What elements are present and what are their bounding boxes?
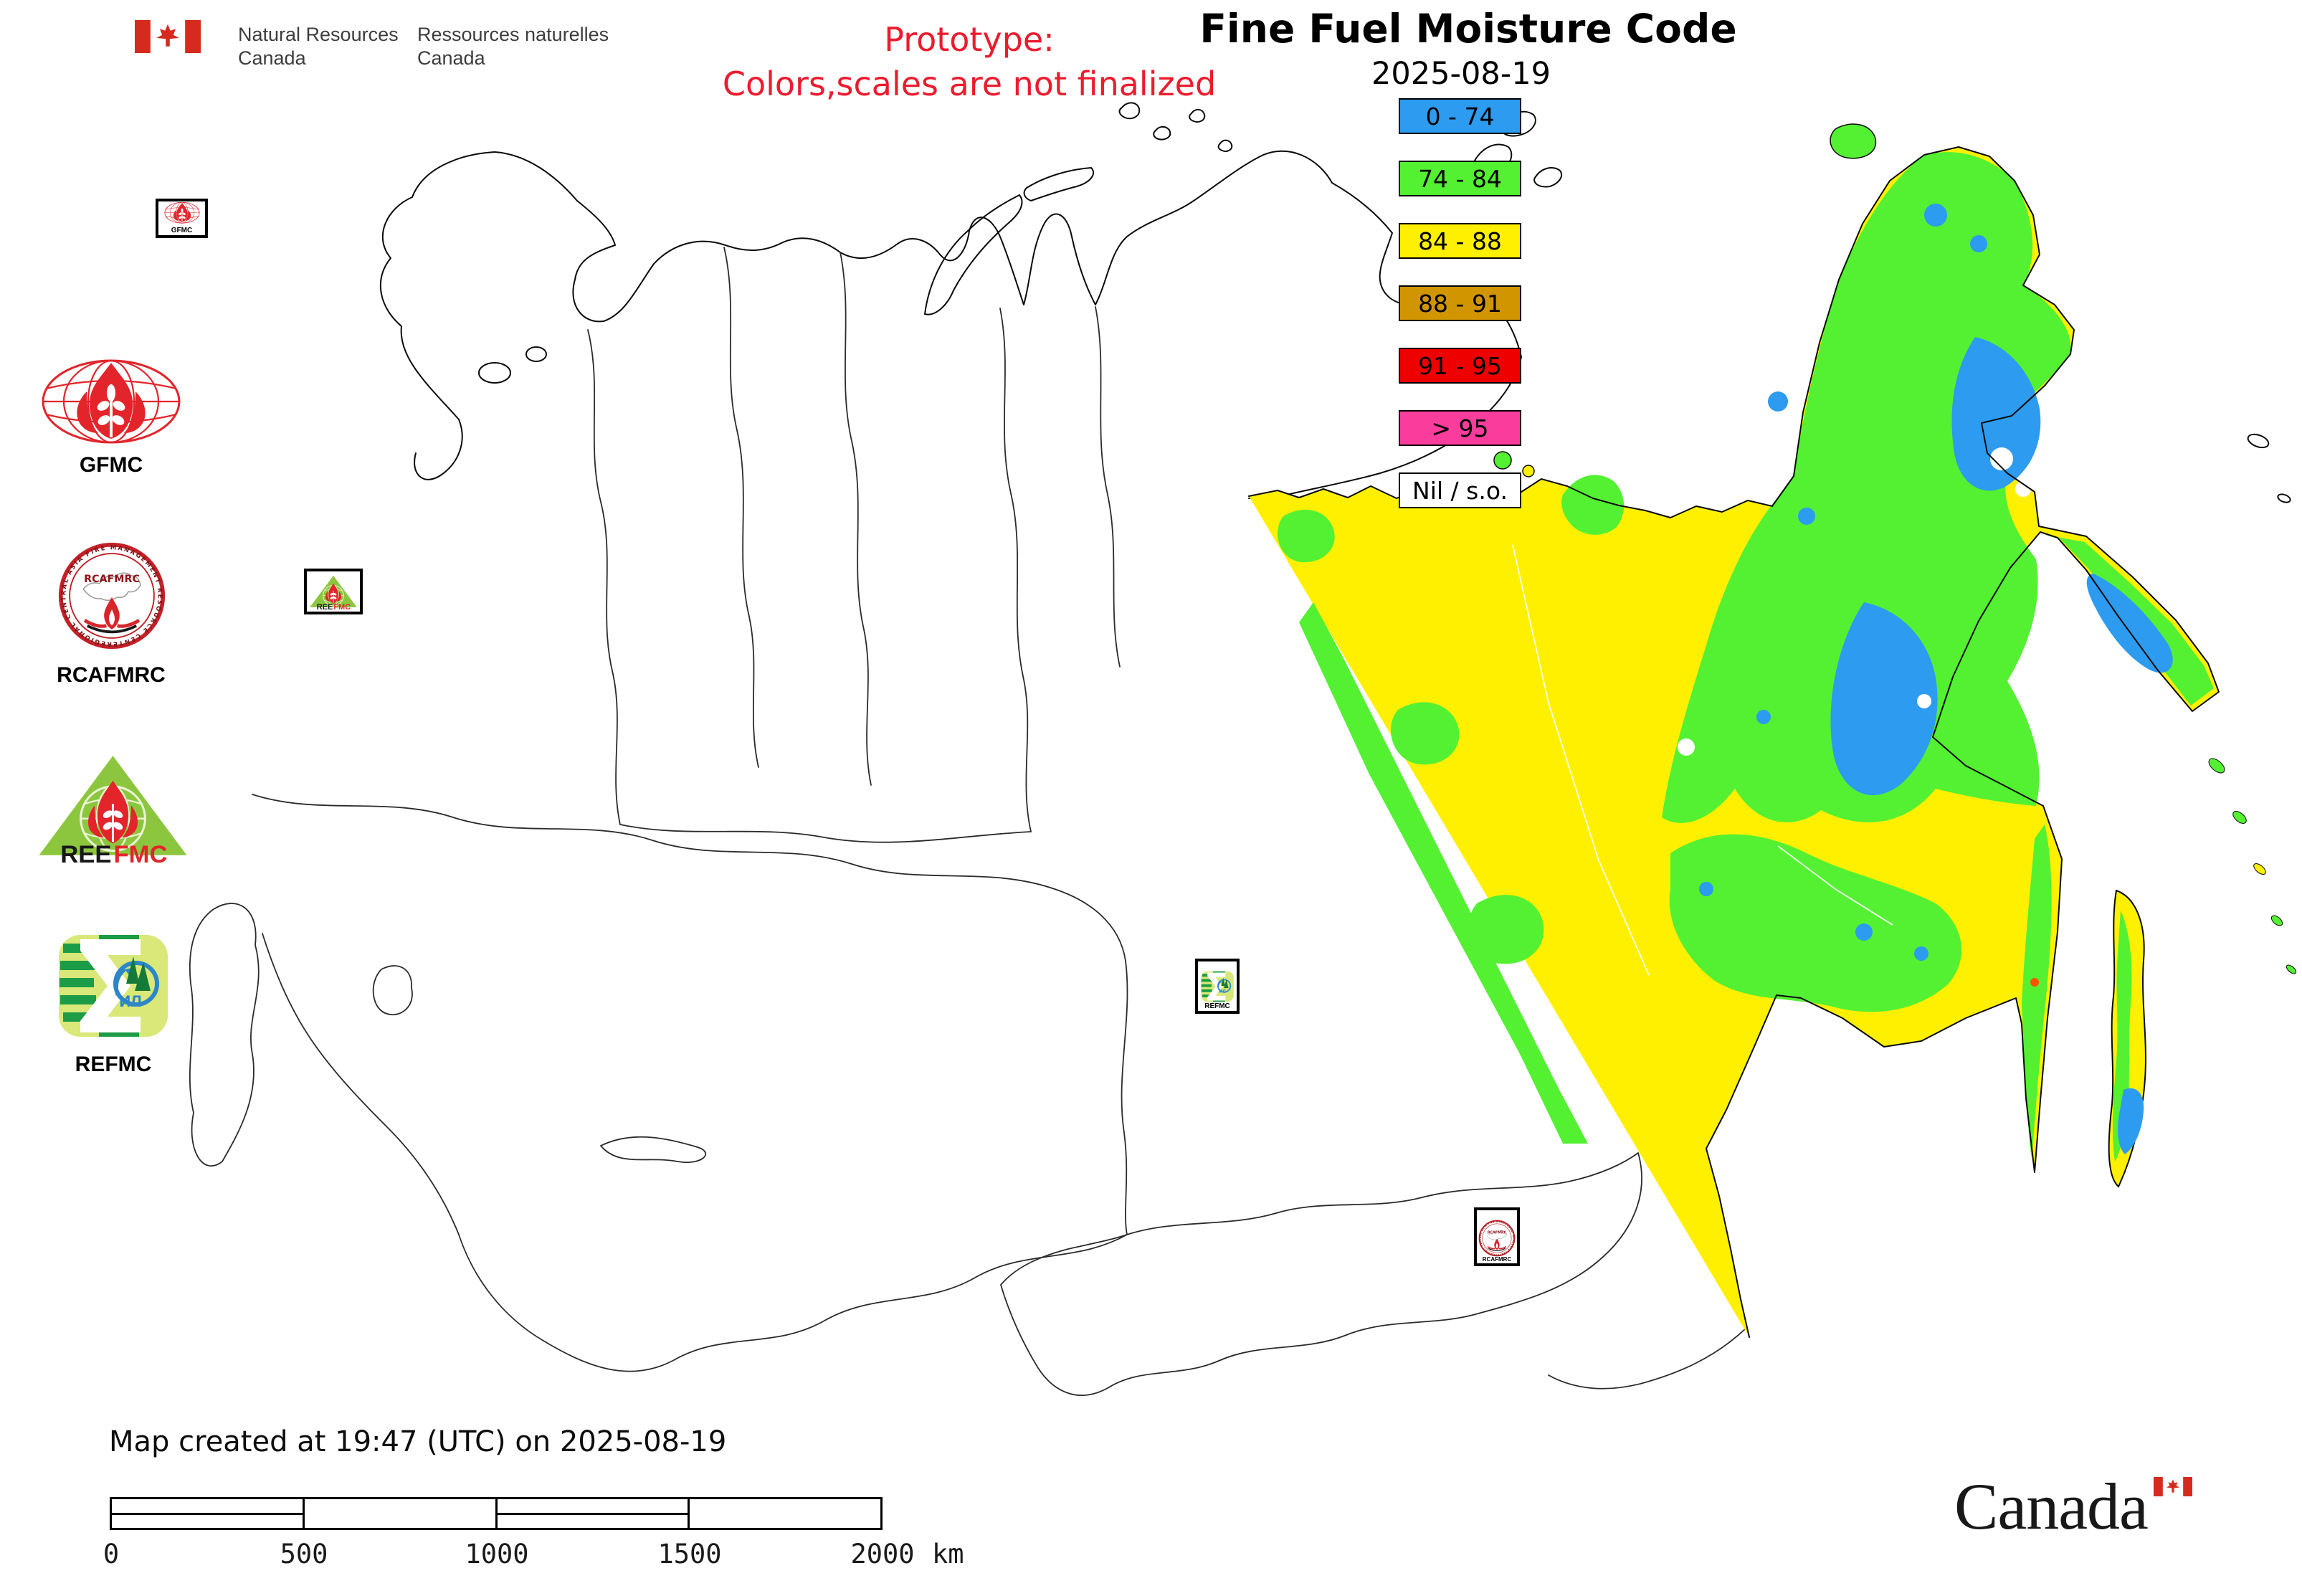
scale-tick-1500: 1500	[657, 1539, 722, 1569]
map-marker-rcafmrc-label: RCAFMRC	[1482, 1256, 1512, 1263]
scale-tick-500: 500	[280, 1539, 328, 1569]
prototype-notice: Prototype: Colors,scales are not finaliz…	[675, 17, 1263, 106]
legend: 0 - 74 74 - 84 84 - 88 88 - 91 91 - 95 >…	[1399, 98, 1521, 508]
legend-item-91-95: 91 - 95	[1399, 348, 1521, 384]
nrcan-en-line1: Natural Resources	[238, 24, 399, 45]
data-green-okhotsk-strip	[2022, 825, 2052, 1158]
gfmc-logo-label: GFMC	[79, 453, 143, 477]
sakhalin-island	[2108, 889, 2146, 1188]
refmc-logo	[56, 932, 171, 1040]
scale-segment-3	[497, 1499, 690, 1528]
rcafmrc-logo	[57, 541, 166, 650]
scale-segment-4	[690, 1499, 880, 1528]
scale-unit: km	[932, 1539, 964, 1569]
data-green-amur	[1669, 834, 1962, 1012]
legend-item-88-91: 88 - 91	[1399, 285, 1521, 321]
data-nil-patches	[1678, 447, 2031, 756]
nrcan-logo-en: Natural Resources Canada	[238, 23, 399, 70]
map-marker-gfmc: GFMC	[156, 199, 208, 238]
data-green-lena-delta	[1561, 475, 1625, 535]
legend-item-84-88: 84 - 88	[1399, 223, 1521, 259]
reefmc-logo	[38, 754, 188, 865]
data-blue-kolyma	[1951, 337, 2041, 491]
canada-wordmark: Canada	[1954, 1470, 2149, 1543]
nrcan-fr-line1: Ressources naturelles	[417, 24, 609, 45]
map-marker-refmc-label: REFMC	[1204, 1002, 1230, 1010]
canada-flag-icon	[135, 20, 201, 53]
map-marker-reefmc	[304, 569, 363, 614]
data-green-northeast	[1662, 152, 2071, 823]
ffmc-data-region	[1248, 123, 2297, 1338]
nrcan-en-line2: Canada	[238, 47, 306, 69]
prototype-notice-line2: Colors,scales are not finalized	[722, 65, 1217, 103]
nrcan-fr-line2: Canada	[417, 47, 485, 69]
map-marker-rcafmrc: RCAFMRC	[1474, 1207, 1520, 1266]
nrcan-logo-fr: Ressources naturelles Canada	[417, 23, 609, 70]
scale-bar	[110, 1497, 883, 1530]
map-created-text: Map created at 19:47 (UTC) on 2025-08-19	[109, 1425, 727, 1458]
data-coastline	[1248, 146, 2220, 1338]
legend-item-nil: Nil / s.o.	[1399, 472, 1521, 508]
wordmark-flag-icon	[2154, 1477, 2192, 1496]
kuril-islands	[2208, 758, 2297, 974]
fire-hotspot	[2030, 978, 2039, 987]
data-green-edge-band	[1299, 602, 1588, 1144]
map-date: 2025-08-19	[1371, 56, 1551, 92]
data-blue-verkhoyansk	[1830, 602, 1938, 796]
wrangel-island	[1830, 123, 1877, 159]
map-marker-gfmc-label: GFMC	[171, 227, 193, 234]
scale-segment-2	[305, 1499, 498, 1528]
map-marker-refmc: REFMC	[1195, 959, 1240, 1014]
legend-item-74-84: 74 - 84	[1399, 161, 1521, 196]
gfmc-logo	[42, 359, 181, 444]
scale-segment-1	[112, 1499, 305, 1528]
prototype-notice-line1: Prototype:	[884, 20, 1055, 59]
scale-tick-1000: 1000	[465, 1539, 529, 1569]
rcafmrc-logo-label: RCAFMRC	[57, 663, 166, 687]
admin-boundaries	[189, 247, 1747, 1396]
legend-item-gt-95: > 95	[1399, 410, 1521, 446]
data-blue-kamchatka	[2086, 574, 2173, 673]
page-title: Fine Fuel Moisture Code	[1199, 6, 1737, 52]
scale-tick-0: 0	[103, 1539, 120, 1569]
refmc-logo-label: REFMC	[75, 1053, 152, 1076]
scale-tick-2000: 2000	[850, 1539, 915, 1569]
legend-item-0-74: 0 - 74	[1399, 98, 1521, 134]
